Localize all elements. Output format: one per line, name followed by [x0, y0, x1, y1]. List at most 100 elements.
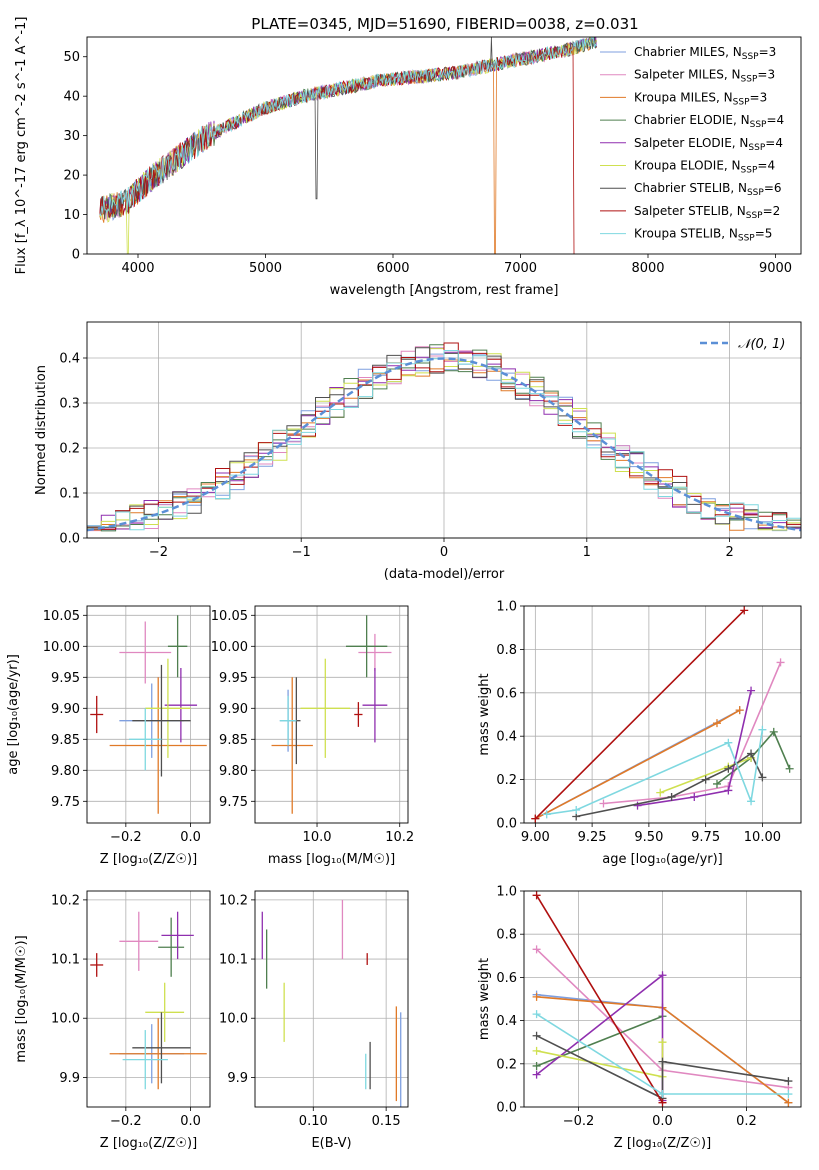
weight-point-marker: [724, 764, 733, 773]
errorbar-kroupa_stelib: [122, 1030, 168, 1090]
errorbar-salpeter_elodie: [164, 668, 198, 743]
panel-age_vs_Z: −0.2 0.0 9.75 9.80 9.85 9.90 9.95 10.00 10.05 Z […: [6, 605, 211, 867]
y-tick-label: 0.8: [496, 643, 517, 658]
x-tick-label: 0.10: [299, 1114, 328, 1129]
x-axis-label: Z [log₁₀(Z/Z☉)]: [100, 852, 197, 867]
y-tick-label: 0.2: [59, 442, 80, 457]
spectrum-line-kroupa_elodie: [99, 37, 597, 254]
legend-entry: Salpeter STELIB, NSSP=2: [634, 204, 780, 221]
y-axis-label: Normed distribution: [34, 365, 49, 495]
legend-entry: Chabrier MILES, NSSP=3: [634, 45, 776, 62]
y-tick-label: 0.3: [59, 397, 80, 412]
x-tick-label: 5000: [249, 261, 282, 276]
weight-series-chabrier_stelib: [572, 749, 767, 821]
weight-point-marker: [712, 779, 721, 788]
y-tick-label: 9.85: [51, 733, 80, 748]
errorbar-salpeter_elodie: [161, 911, 194, 960]
weight-point-marker: [658, 1038, 667, 1047]
axes-frame: [86, 890, 211, 1108]
weight-line: [536, 1015, 663, 1067]
axes-frame: [254, 605, 409, 824]
errorbar-kroupa_elodie: [145, 658, 191, 758]
legend-entry: Salpeter ELODIE, NSSP=4: [634, 136, 783, 153]
weight-series-salpeter_stelib: [531, 606, 749, 823]
weight-point-marker: [531, 814, 540, 823]
y-tick-label: 10.2: [219, 893, 248, 908]
legend-entry: Salpeter MILES, NSSP=3: [634, 68, 775, 85]
x-tick-label: 9.75: [691, 830, 720, 845]
plot-area: [261, 899, 402, 1107]
weight-point-marker: [658, 1090, 667, 1099]
y-tick-label: 0.0: [496, 817, 517, 832]
weight-point-marker: [740, 606, 749, 615]
axes-frame: [86, 321, 802, 539]
plot-area: [87, 342, 801, 532]
y-tick-label: 9.75: [219, 795, 248, 810]
x-tick-label: 4000: [121, 261, 154, 276]
y-tick-label: 9.9: [227, 1071, 248, 1086]
y-tick-label: 0.6: [496, 686, 517, 701]
panel-mass_vs_ebv: 0.10 0.15 9.9 10.0 10.1 10.2 E(B-V): [219, 890, 409, 1151]
x-tick-label: −0.2: [563, 1114, 595, 1129]
y-tick-label: 10.05: [211, 609, 248, 624]
y-tick-label: 9.75: [51, 795, 80, 810]
axes-frame: [86, 36, 802, 255]
x-tick-label: 9000: [759, 261, 792, 276]
y-tick-label: 0.6: [496, 971, 517, 986]
weight-series-chabrier_stelib: [532, 1031, 793, 1103]
y-tick-label: 0.8: [496, 928, 517, 943]
x-tick-label: 10.00: [744, 830, 781, 845]
y-tick-label: 9.80: [219, 764, 248, 779]
errorbar-kroupa_stelib: [279, 695, 297, 746]
axes-frame: [86, 605, 211, 824]
x-tick-label: −1: [292, 545, 311, 560]
errorbar-kroupa_elodie: [145, 982, 185, 1042]
y-tick-label: 0.4: [59, 352, 80, 367]
weight-point-marker: [658, 1057, 667, 1066]
y-tick-label: 0.2: [496, 1057, 517, 1072]
legend-entry: Kroupa STELIB, NSSP=5: [634, 227, 772, 244]
errorbar-kroupa_miles: [109, 1018, 207, 1090]
weight-point-marker: [599, 799, 608, 808]
weight-series-salpeter_elodie: [633, 686, 756, 810]
weight-point-marker: [667, 792, 676, 801]
errorbar-salpeter_stelib: [90, 953, 104, 977]
weight-point-marker: [701, 775, 710, 784]
y-tick-label: 50: [63, 50, 80, 65]
y-tick-label: 9.95: [219, 671, 248, 686]
y-tick-label: 0.1: [59, 487, 80, 502]
y-tick-label: 0.2: [496, 773, 517, 788]
errorbar-chabrier_elodie: [167, 615, 188, 678]
errorbar-chabrier_stelib: [132, 1012, 191, 1084]
normal-reference-curve: [87, 357, 801, 532]
weight-point-marker: [747, 797, 756, 806]
weight-point-marker: [532, 992, 541, 1001]
weight-point-marker: [735, 706, 744, 715]
weight-point-marker: [724, 738, 733, 747]
y-tick-label: 0.0: [59, 532, 80, 547]
plot-area: [90, 615, 207, 814]
x-tick-label: 6000: [376, 261, 409, 276]
x-tick-label: −0.2: [110, 1114, 142, 1129]
y-tick-label: 10: [63, 208, 80, 223]
y-tick-label: 10.1: [219, 953, 248, 968]
plot-area: [99, 37, 597, 254]
legend-entry: Kroupa ELODIE, NSSP=4: [634, 159, 775, 176]
y-axis-label: mass weight: [477, 673, 492, 755]
y-tick-label: 10.05: [43, 609, 80, 624]
y-tick-label: 10.0: [219, 1012, 248, 1027]
x-tick-label: 0.0: [652, 1114, 673, 1129]
y-tick-label: 10.00: [211, 640, 248, 655]
errorbar-salpeter_miles: [119, 621, 172, 684]
errorbar-kroupa_miles: [109, 677, 207, 814]
weight-point-marker: [532, 1061, 541, 1070]
weight-point-marker: [769, 727, 778, 736]
weight-point-marker: [712, 719, 721, 728]
figure-title: PLATE=0345, MJD=51690, FIBERID=0038, z=0…: [251, 15, 638, 33]
spectrum-legend: Chabrier MILES, NSSP=3 Salpeter MILES, NS…: [600, 45, 784, 244]
weight-point-marker: [758, 725, 767, 734]
panel-spectrum: 4000 5000 6000 7000 8000 9000 0 10 20 30 40 50 wavel…: [14, 17, 802, 298]
x-tick-label: 0: [440, 545, 448, 560]
y-tick-label: 40: [63, 90, 80, 105]
spectrum-line-kroupa_miles: [99, 37, 597, 254]
